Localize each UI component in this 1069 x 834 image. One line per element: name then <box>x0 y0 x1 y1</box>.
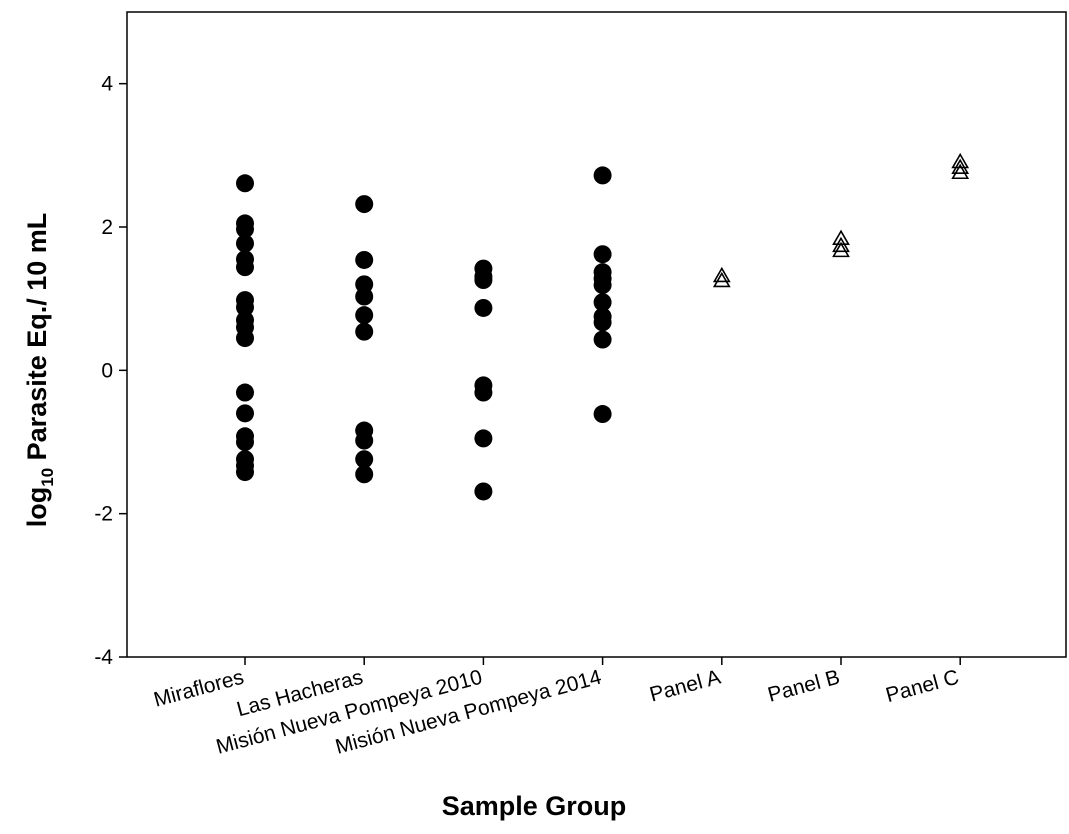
point <box>832 236 850 253</box>
point <box>474 271 493 290</box>
point <box>593 166 612 185</box>
point <box>593 293 612 312</box>
y-title-rest: Parasite Eq./ 10 mL <box>22 213 52 468</box>
y-tick-label: -4 <box>94 646 113 669</box>
point <box>593 276 612 295</box>
y-tick-label: -2 <box>94 503 113 526</box>
point <box>355 322 374 341</box>
y-title-base: log <box>22 487 52 528</box>
x-tick-label: Panel A <box>647 666 723 707</box>
y-tick-label: 0 <box>101 359 113 382</box>
point <box>236 258 254 277</box>
point <box>355 250 374 269</box>
point <box>951 163 970 180</box>
point <box>236 463 254 482</box>
point <box>712 266 731 283</box>
y-title-subscript: 10 <box>38 468 57 487</box>
point <box>593 313 612 332</box>
point <box>236 404 254 423</box>
point <box>236 383 254 402</box>
point <box>236 174 254 193</box>
y-axis-title: log10 Parasite Eq./ 10 mL <box>22 213 57 528</box>
plot-frame <box>126 11 1067 658</box>
x-tick-label: Miraflores <box>151 666 246 712</box>
point <box>236 433 254 451</box>
point <box>951 152 970 169</box>
point <box>355 287 374 306</box>
point <box>951 158 970 175</box>
point <box>355 195 374 214</box>
point <box>593 405 612 424</box>
point <box>712 271 731 288</box>
point <box>355 450 374 469</box>
point <box>355 431 374 450</box>
y-tick-label: 2 <box>101 216 113 239</box>
point <box>236 220 254 239</box>
point <box>474 429 493 448</box>
x-axis-title: Sample Group <box>442 791 627 821</box>
point <box>474 298 493 317</box>
y-tick-label: 4 <box>101 73 113 96</box>
point <box>236 329 254 348</box>
point <box>474 482 493 501</box>
point <box>832 241 850 258</box>
x-tick-label: Panel C <box>883 666 961 708</box>
point <box>593 330 612 349</box>
point <box>236 234 254 253</box>
point <box>474 383 493 402</box>
point <box>236 298 254 317</box>
point <box>593 245 612 264</box>
point <box>355 306 374 325</box>
x-tick-label: Panel B <box>765 666 842 707</box>
point <box>355 465 374 484</box>
